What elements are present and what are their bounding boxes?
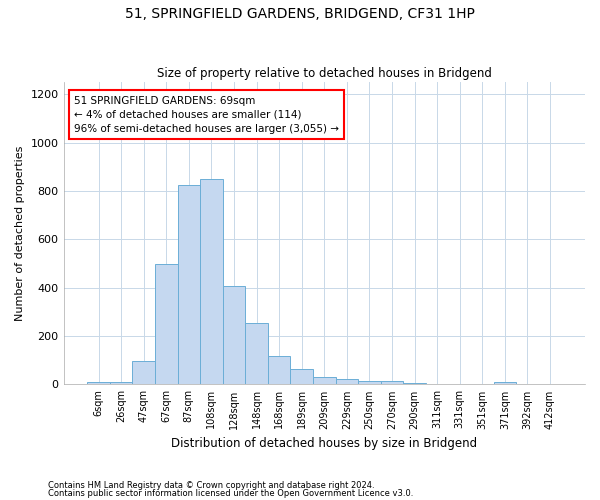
Bar (494, 382, 516, 384)
Bar (223, 286, 245, 384)
Bar (87, 382, 110, 384)
Title: Size of property relative to detached houses in Bridgend: Size of property relative to detached ho… (157, 66, 492, 80)
Bar (245, 323, 268, 384)
Text: 51 SPRINGFIELD GARDENS: 69sqm
← 4% of detached houses are smaller (114)
96% of s: 51 SPRINGFIELD GARDENS: 69sqm ← 4% of de… (74, 96, 339, 134)
Bar (290, 368, 313, 384)
Y-axis label: Number of detached properties: Number of detached properties (15, 146, 25, 321)
Bar (133, 360, 155, 384)
X-axis label: Distribution of detached houses by size in Bridgend: Distribution of detached houses by size … (171, 437, 478, 450)
Bar (200, 180, 223, 384)
Bar (358, 382, 381, 384)
Bar (110, 382, 133, 384)
Bar (155, 264, 178, 384)
Bar (335, 379, 358, 384)
Text: Contains public sector information licensed under the Open Government Licence v3: Contains public sector information licen… (48, 488, 413, 498)
Bar (313, 376, 335, 384)
Bar (178, 185, 200, 384)
Bar (268, 356, 290, 384)
Text: 51, SPRINGFIELD GARDENS, BRIDGEND, CF31 1HP: 51, SPRINGFIELD GARDENS, BRIDGEND, CF31 … (125, 8, 475, 22)
Text: Contains HM Land Registry data © Crown copyright and database right 2024.: Contains HM Land Registry data © Crown c… (48, 481, 374, 490)
Bar (381, 381, 403, 384)
